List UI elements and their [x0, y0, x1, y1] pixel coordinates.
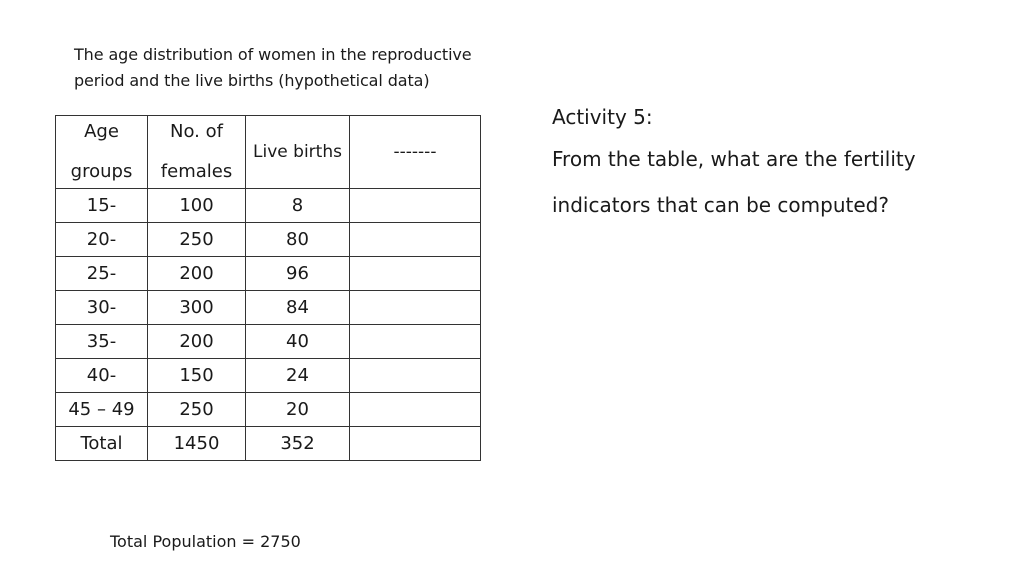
cell-live-births: 20 — [245, 392, 350, 427]
total-population-note: Total Population = 2750 — [110, 532, 301, 551]
cell-age-group: 40- — [55, 358, 148, 393]
table-header-row: Age groups No. of females Live births --… — [55, 115, 481, 189]
cell-no-of-females: 200 — [147, 324, 246, 359]
table-row: 25- 200 96 — [55, 256, 481, 291]
cell-age-group: 20- — [55, 222, 148, 257]
cell-age-group: 15- — [55, 188, 148, 223]
header-age-line-2: groups — [70, 161, 133, 182]
activity-title: Activity 5: — [552, 105, 653, 129]
cell-blank — [349, 256, 481, 291]
cell-live-births: 40 — [245, 324, 350, 359]
cell-no-of-females: 150 — [147, 358, 246, 393]
cell-age-group: Total — [55, 426, 148, 461]
table-body: 15- 100 8 20- 250 80 25- 200 96 30- 300 84 35- 200 40 4… — [55, 188, 481, 461]
cell-blank — [349, 324, 481, 359]
cell-blank — [349, 188, 481, 223]
cell-no-of-females: 1450 — [147, 426, 246, 461]
activity-question-line-2: indicators that can be computed? — [552, 193, 889, 217]
header-females-line-2: females — [160, 161, 233, 182]
header-age-line-1: Age — [84, 121, 119, 142]
cell-age-group: 45 – 49 — [55, 392, 148, 427]
cell-live-births: 80 — [245, 222, 350, 257]
cell-no-of-females: 300 — [147, 290, 246, 325]
cell-live-births: 24 — [245, 358, 350, 393]
cell-age-group: 25- — [55, 256, 148, 291]
caption-line-1: The age distribution of women in the rep… — [74, 45, 472, 64]
table-row: 35- 200 40 — [55, 324, 481, 359]
cell-blank — [349, 290, 481, 325]
table-row: 15- 100 8 — [55, 188, 481, 223]
cell-live-births: 8 — [245, 188, 350, 223]
cell-age-group: 35- — [55, 324, 148, 359]
table-row: Total 1450 352 — [55, 426, 481, 461]
activity-panel: Activity 5: From the table, what are the… — [552, 104, 916, 218]
cell-blank — [349, 358, 481, 393]
table-row: 30- 300 84 — [55, 290, 481, 325]
header-age-groups: Age groups — [55, 115, 148, 189]
header-live-births: Live births — [245, 115, 350, 189]
header-females-line-1: No. of — [170, 121, 223, 142]
cell-no-of-females: 250 — [147, 222, 246, 257]
table-row: 40- 150 24 — [55, 358, 481, 393]
table-row: 45 – 49 250 20 — [55, 392, 481, 427]
age-distribution-table: Age groups No. of females Live births --… — [55, 115, 481, 461]
table-caption: The age distribution of women in the rep… — [74, 42, 514, 94]
cell-no-of-females: 200 — [147, 256, 246, 291]
caption-line-2: period and the live births (hypothetical… — [74, 71, 430, 90]
cell-blank — [349, 426, 481, 461]
cell-blank — [349, 222, 481, 257]
header-blank-column: ------- — [349, 115, 481, 189]
cell-no-of-females: 250 — [147, 392, 246, 427]
cell-live-births: 352 — [245, 426, 350, 461]
activity-question-line-1: From the table, what are the fertility — [552, 147, 916, 171]
cell-live-births: 96 — [245, 256, 350, 291]
table-row: 20- 250 80 — [55, 222, 481, 257]
cell-blank — [349, 392, 481, 427]
cell-age-group: 30- — [55, 290, 148, 325]
cell-live-births: 84 — [245, 290, 350, 325]
header-no-of-females: No. of females — [147, 115, 246, 189]
cell-no-of-females: 100 — [147, 188, 246, 223]
